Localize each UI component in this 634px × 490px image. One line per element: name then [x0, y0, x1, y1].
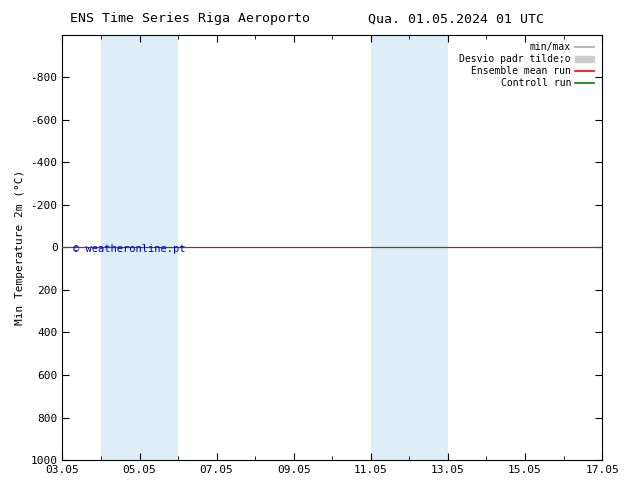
Text: © weatheronline.pt: © weatheronline.pt — [73, 245, 186, 254]
Bar — [101, 35, 178, 460]
Text: Qua. 01.05.2024 01 UTC: Qua. 01.05.2024 01 UTC — [368, 12, 545, 25]
Y-axis label: Min Temperature 2m (°C): Min Temperature 2m (°C) — [15, 170, 25, 325]
Bar — [371, 35, 448, 460]
Text: ENS Time Series Riga Aeroporto: ENS Time Series Riga Aeroporto — [70, 12, 310, 25]
Legend: min/max, Desvio padr tilde;o, Ensemble mean run, Controll run: min/max, Desvio padr tilde;o, Ensemble m… — [456, 40, 597, 91]
